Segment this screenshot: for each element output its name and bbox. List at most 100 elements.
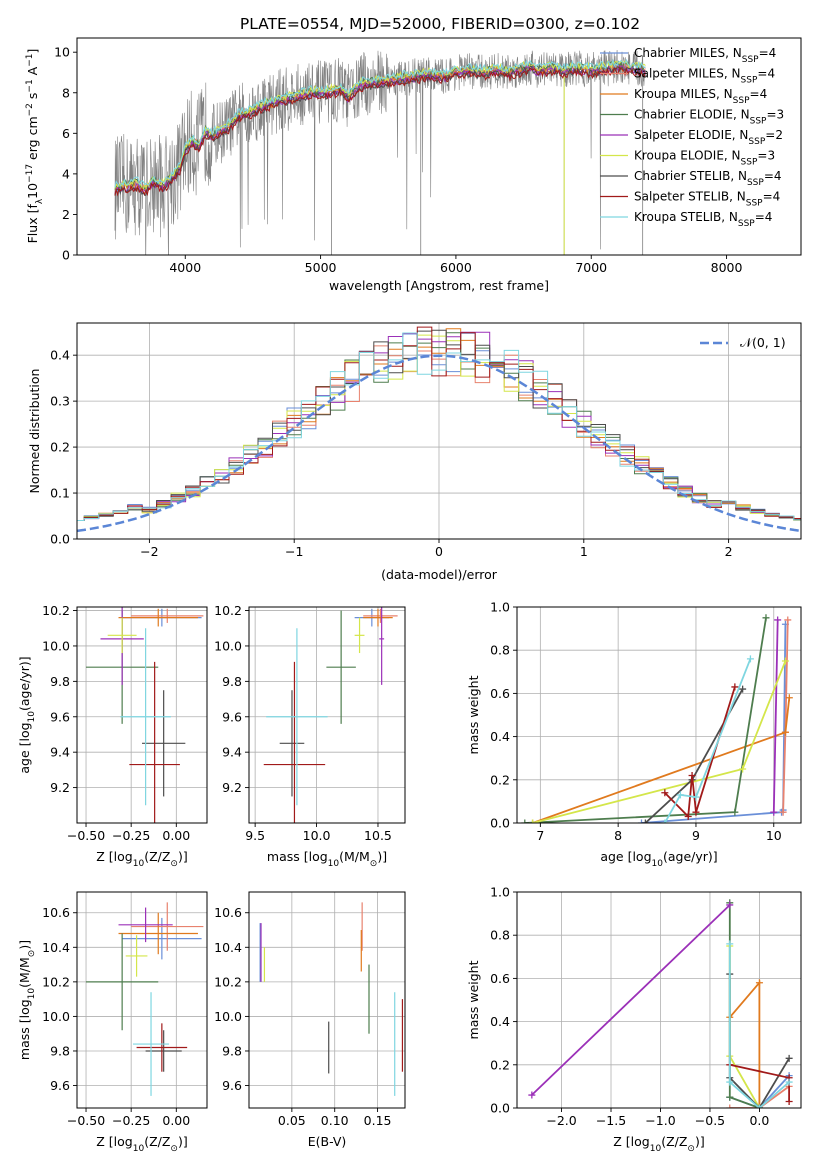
y-axis-label-part: ⊙ — [27, 950, 37, 958]
y-tick-label: 0.2 — [490, 772, 510, 787]
y-tick-label: 0.8 — [490, 928, 510, 943]
legend-label: 𝒩(0, 1) — [740, 335, 786, 350]
y-axis-label: Normed distribution — [27, 369, 42, 494]
legend-label-part: Kroupa ELODIE, N — [634, 149, 741, 163]
x-axis-label-part: Z [log — [96, 1134, 132, 1149]
legend-label: Salpeter MILES, NSSP=4 — [634, 67, 775, 86]
model-line-kroupa_elodie — [114, 59, 646, 190]
x-tick-label: −1.5 — [596, 1113, 626, 1128]
axes-frame — [516, 606, 802, 824]
y-axis-label-part: 10 — [27, 988, 37, 1000]
x-tick-label: 10 — [766, 828, 782, 843]
x-axis-label-part: Z [log — [96, 849, 132, 864]
y-tick-label: 2 — [62, 207, 70, 222]
x-tick-label: 8 — [614, 828, 622, 843]
axes-frame — [248, 891, 406, 1109]
axes-weight_vs_z: −2.0 −1.5 −1.0 −0.5 0.0 0.0 0.2 0.4 0.6 0.8 1.0 Z [… — [466, 885, 802, 1154]
weight-line-salpeter_elodie — [531, 904, 731, 1096]
y-tick-label: 9.8 — [222, 674, 242, 689]
legend-label-part: SSP — [748, 137, 765, 147]
x-tick-label: 1 — [580, 544, 588, 559]
y-axis-label-part: s — [25, 93, 40, 104]
weight-marker-salpeter_stelib — [785, 1098, 793, 1106]
legend-label-part: =4 — [750, 87, 768, 101]
weight-marker-kroupa_stelib — [746, 655, 754, 663]
y-axis-label-part: erg cm — [25, 116, 40, 164]
weight-marker-kroupa_miles — [781, 728, 789, 736]
weight-line-salpeter_elodie — [772, 619, 779, 813]
weight-line-kroupa_stelib — [664, 658, 752, 823]
x-axis-label: Z [log10(Z/Z⊙)] — [613, 1134, 704, 1154]
legend-label-part: SSP — [741, 158, 758, 168]
weight-marker-kroupa_stelib — [692, 793, 700, 801]
axes-age_vs_z: −0.50 −0.25 0.00 9.2 9.4 9.6 9.8 10.0 10.2 Z [log… — [17, 603, 208, 869]
weight-line-salpeter_miles — [729, 1085, 790, 1108]
y-tick-label: 9.8 — [50, 1043, 70, 1058]
x-axis-label-part: )] — [178, 1134, 188, 1149]
legend-label: Chabrier STELIB, NSSP=4 — [634, 169, 782, 188]
x-axis-label-part: 10 — [133, 859, 145, 869]
y-tick-label: 10.2 — [42, 974, 70, 989]
legend-label-part: Chabrier ELODIE, N — [634, 108, 750, 122]
y-axis-label-part: −1 — [25, 54, 35, 67]
y-tick-label: 10.0 — [42, 638, 70, 653]
x-tick-label: 0.00 — [162, 828, 190, 843]
axes-frame — [248, 606, 406, 824]
y-axis-label-part: 10 — [25, 183, 40, 199]
x-tick-label: 9 — [692, 828, 700, 843]
y-tick-label: 10 — [54, 45, 70, 60]
legend-label: Salpeter STELIB, NSSP=4 — [634, 190, 780, 209]
weight-marker-chabrier_elodie — [762, 614, 770, 622]
x-axis-label-part: mass [log — [267, 849, 328, 864]
y-tick-label: 0.0 — [490, 816, 510, 831]
x-axis-label-part: )] — [178, 849, 188, 864]
legend-label-part: SSP — [741, 76, 758, 86]
y-axis-label-part: mass [log — [17, 999, 32, 1060]
x-tick-label: 5000 — [305, 260, 337, 275]
y-tick-label: 0.2 — [50, 440, 70, 455]
y-tick-label: 10.6 — [42, 905, 70, 920]
weight-marker-kroupa_stelib — [661, 819, 669, 823]
y-tick-label: 10.2 — [214, 603, 242, 618]
legend-label-part: =2 — [765, 128, 783, 142]
x-axis-label-part: Z [log — [613, 1134, 649, 1149]
legend-label-part: SSP — [750, 117, 767, 127]
weight-marker-salpeter_miles — [784, 616, 792, 624]
legend-label: Kroupa ELODIE, NSSP=3 — [634, 149, 775, 168]
axes-spectrum: 4000 5000 6000 7000 8000 0 2 4 6 8 10 wavelength [A… — [25, 37, 802, 293]
y-tick-label: 1.0 — [490, 600, 510, 615]
x-axis-label-part: ⊙ — [687, 1144, 695, 1154]
legend-label-part: SSP — [733, 96, 750, 106]
weight-marker-chabrier_elodie — [731, 808, 739, 816]
model-line-chabrier_stelib — [114, 65, 646, 196]
y-tick-label: 10.2 — [42, 603, 70, 618]
plot-area-spectrum — [114, 49, 646, 255]
y-tick-label: 0.4 — [490, 729, 510, 744]
x-axis-label: Z [log10(Z/Z⊙)] — [96, 849, 187, 869]
y-tick-label: 10.0 — [214, 638, 242, 653]
x-axis-label-part: 10 — [650, 1144, 662, 1154]
x-tick-label: −1 — [285, 544, 303, 559]
weight-marker-salpeter_stelib — [684, 813, 692, 821]
y-tick-label: 10.4 — [42, 940, 70, 955]
x-axis-label-part: 10 — [328, 859, 340, 869]
model-line-kroupa_stelib — [114, 58, 646, 188]
y-tick-label: 0.2 — [490, 1057, 510, 1072]
y-tick-label: 10.2 — [214, 974, 242, 989]
y-axis-label-part: age [log — [17, 722, 32, 773]
x-tick-label: 0.05 — [278, 1113, 306, 1128]
legend-label-part: SSP — [738, 219, 755, 229]
y-axis-label: Flux [fλ10−17 erg cm−2 s−1 A−1] — [25, 49, 45, 244]
x-tick-label: 8000 — [711, 260, 743, 275]
legend-label: Chabrier ELODIE, NSSP=3 — [634, 108, 784, 127]
weight-marker-kroupa_stelib — [755, 1104, 763, 1108]
axes-age_vs_mass: 9.5 10.0 10.5 9.2 9.4 9.6 9.8 10.0 10.2 mass [log… — [214, 603, 406, 869]
x-axis-label: mass [log10(M/M⊙)] — [267, 849, 387, 869]
weight-marker-kroupa_miles — [785, 694, 793, 702]
axes-mass_vs_z: −0.50 −0.25 0.00 9.6 9.8 10.0 10.2 10.4 10.6 Z [l… — [17, 891, 208, 1154]
x-tick-label: −2.0 — [546, 1113, 576, 1128]
y-tick-label: 9.2 — [222, 780, 242, 795]
weight-marker-salpeter_elodie — [774, 616, 782, 624]
